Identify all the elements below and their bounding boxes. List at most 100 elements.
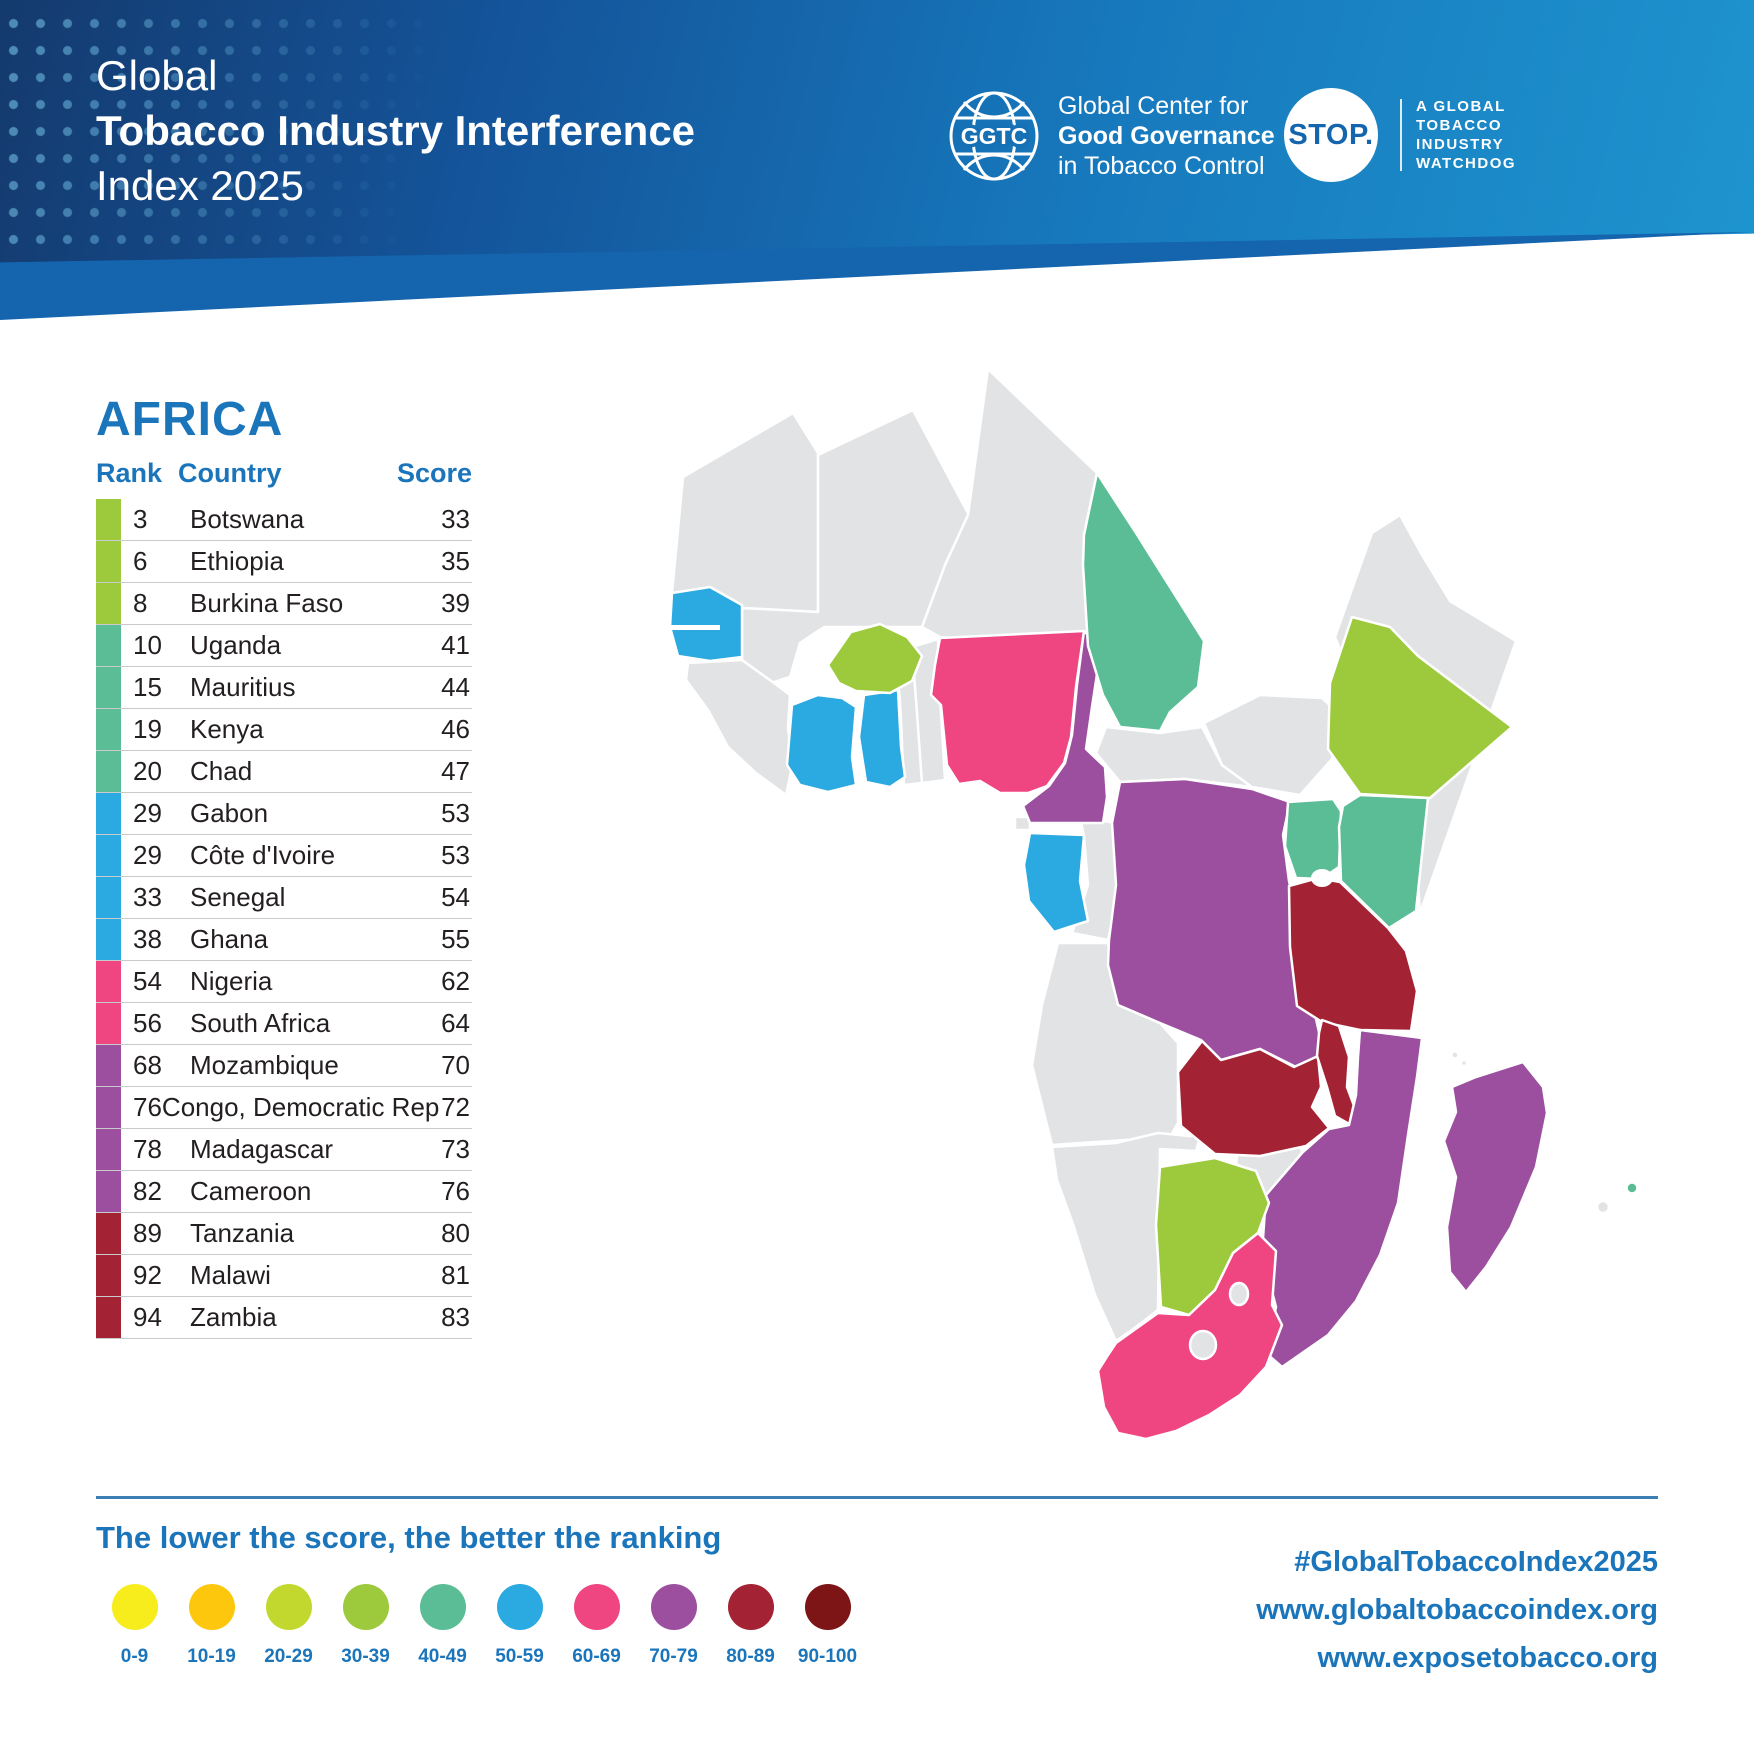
ggtc-logo: GGTC Global Center for Good Governance i… xyxy=(946,88,1275,184)
score-cell: 55 xyxy=(441,924,470,954)
legend-item: 40-49 xyxy=(404,1584,481,1668)
score-color-swatch xyxy=(96,1255,121,1296)
country-zambia xyxy=(1176,1039,1331,1158)
score-cell: 53 xyxy=(441,840,470,870)
country-cell: Chad xyxy=(190,756,253,786)
table-row: 76 Congo, Democratic Rep 72 xyxy=(96,1087,472,1129)
country-cell: Uganda xyxy=(190,630,282,660)
country-cote-divoire xyxy=(785,693,858,794)
country-cameroon xyxy=(1021,629,1109,825)
exposetobacco-link[interactable]: www.exposetobacco.org xyxy=(1317,1642,1658,1674)
country-equatorial-guinea xyxy=(1013,815,1032,832)
legend-range-label: 40-49 xyxy=(418,1646,467,1667)
score-color-swatch xyxy=(96,1171,121,1212)
stop-caption-3: INDUSTRY xyxy=(1416,136,1505,153)
country-lesotho xyxy=(1188,1329,1218,1361)
score-legend: 0-9 10-19 20-29 30-39 40-49 50-59 60-69 70-79 80… xyxy=(96,1584,866,1668)
country-cell: Zambia xyxy=(190,1302,277,1332)
score-cell: 41 xyxy=(441,630,470,660)
stop-logo-circle: STOP. xyxy=(1284,88,1378,182)
table-row: 29 Gabon 53 xyxy=(96,793,472,835)
score-color-swatch xyxy=(96,1087,121,1128)
legend-color-dot xyxy=(650,1584,697,1630)
column-header-score: Score xyxy=(396,458,472,488)
legend-color-dot xyxy=(188,1584,235,1630)
legend-color-dot xyxy=(419,1584,466,1630)
legend-color-dot xyxy=(573,1584,620,1630)
country-cell: Mauritius xyxy=(190,672,296,702)
score-cell: 44 xyxy=(441,672,470,702)
score-cell: 64 xyxy=(441,1008,470,1038)
table-body: 3 Botswana 33 6 Ethiopia 35 8 Burkina Faso 39 10 U… xyxy=(96,499,472,1339)
globaltobaccoindex-link[interactable]: www.globaltobaccoindex.org xyxy=(1256,1594,1658,1626)
title-line-1: Global xyxy=(96,52,218,99)
logo-divider xyxy=(1400,99,1402,171)
country-uganda xyxy=(1283,797,1343,881)
gambia-border xyxy=(668,625,720,630)
table-row: 54 Nigeria 62 xyxy=(96,961,472,1003)
score-color-swatch xyxy=(96,751,121,792)
score-cell: 76 xyxy=(441,1176,470,1206)
score-color-swatch xyxy=(96,1129,121,1170)
rank-cell: 76 xyxy=(133,1092,162,1122)
legend-note: The lower the score, the better the rank… xyxy=(96,1520,722,1555)
table-row: 3 Botswana 33 xyxy=(96,499,472,541)
title-line-3: Index 2025 xyxy=(96,162,304,209)
stop-caption-1: A GLOBAL xyxy=(1416,98,1506,115)
country-cell: Côte d'Ivoire xyxy=(190,840,336,870)
stop-logo: STOP. A GLOBAL TOBACCO INDUSTRY WATCHDOG xyxy=(1284,88,1516,182)
table-row: 33 Senegal 54 xyxy=(96,877,472,919)
svg-text:GGTC: GGTC xyxy=(961,123,1027,149)
banner-dot-pattern xyxy=(0,10,520,260)
legend-color-dot xyxy=(111,1584,158,1630)
country-cell: Mozambique xyxy=(190,1050,339,1080)
score-cell: 46 xyxy=(441,714,470,744)
header-banner: Global Tobacco Industry Interference Ind… xyxy=(0,0,1754,320)
score-cell: 54 xyxy=(441,882,470,912)
table-row: 15 Mauritius 44 xyxy=(96,667,472,709)
country-cell: Senegal xyxy=(190,882,286,912)
country-mauritius xyxy=(1625,1181,1639,1195)
table-row: 10 Uganda 41 xyxy=(96,625,472,667)
legend-range-label: 50-59 xyxy=(495,1646,544,1667)
ggtc-line-2: Good Governance xyxy=(1058,122,1275,150)
score-color-swatch xyxy=(96,667,121,708)
rank-cell: 82 xyxy=(133,1176,162,1206)
score-cell: 35 xyxy=(441,546,470,576)
legend-color-dot xyxy=(804,1584,851,1630)
rank-cell: 29 xyxy=(133,840,162,870)
country-mauritania xyxy=(670,411,820,614)
table-row: 56 South Africa 64 xyxy=(96,1003,472,1045)
country-madagascar xyxy=(1442,1060,1549,1294)
africa-map-svg xyxy=(668,367,1639,1440)
page-title: Global Tobacco Industry Interference Ind… xyxy=(96,48,695,213)
country-cell: Malawi xyxy=(190,1260,271,1290)
table-row: 94 Zambia 83 xyxy=(96,1297,472,1339)
legend-item: 70-79 xyxy=(635,1584,712,1668)
legend-range-label: 90-100 xyxy=(797,1646,858,1667)
score-cell: 33 xyxy=(441,504,470,534)
rank-cell: 6 xyxy=(133,546,148,576)
rank-cell: 10 xyxy=(133,630,162,660)
africa-choropleth-map xyxy=(560,365,1650,1440)
score-color-swatch xyxy=(96,877,121,918)
table-row: 8 Burkina Faso 39 xyxy=(96,583,472,625)
score-cell: 62 xyxy=(441,966,470,996)
country-cell: Nigeria xyxy=(190,966,273,996)
score-color-swatch xyxy=(96,499,121,540)
legend-range-label: 30-39 xyxy=(341,1646,390,1667)
legend-range-label: 70-79 xyxy=(649,1646,698,1667)
score-color-swatch xyxy=(96,541,121,582)
hashtag: #GlobalTobaccoIndex2025 xyxy=(1294,1546,1658,1578)
country-ethiopia xyxy=(1326,615,1514,800)
rank-cell: 29 xyxy=(133,798,162,828)
ggtc-line-1: Global Center for xyxy=(1058,92,1249,120)
legend-item: 0-9 xyxy=(96,1584,173,1668)
country-cell: Tanzania xyxy=(190,1218,295,1248)
country-ghana xyxy=(857,688,907,789)
legend-item: 30-39 xyxy=(327,1584,404,1668)
score-color-swatch xyxy=(96,919,121,960)
rank-cell: 89 xyxy=(133,1218,162,1248)
country-gabon xyxy=(1022,831,1090,934)
legend-item: 60-69 xyxy=(558,1584,635,1668)
